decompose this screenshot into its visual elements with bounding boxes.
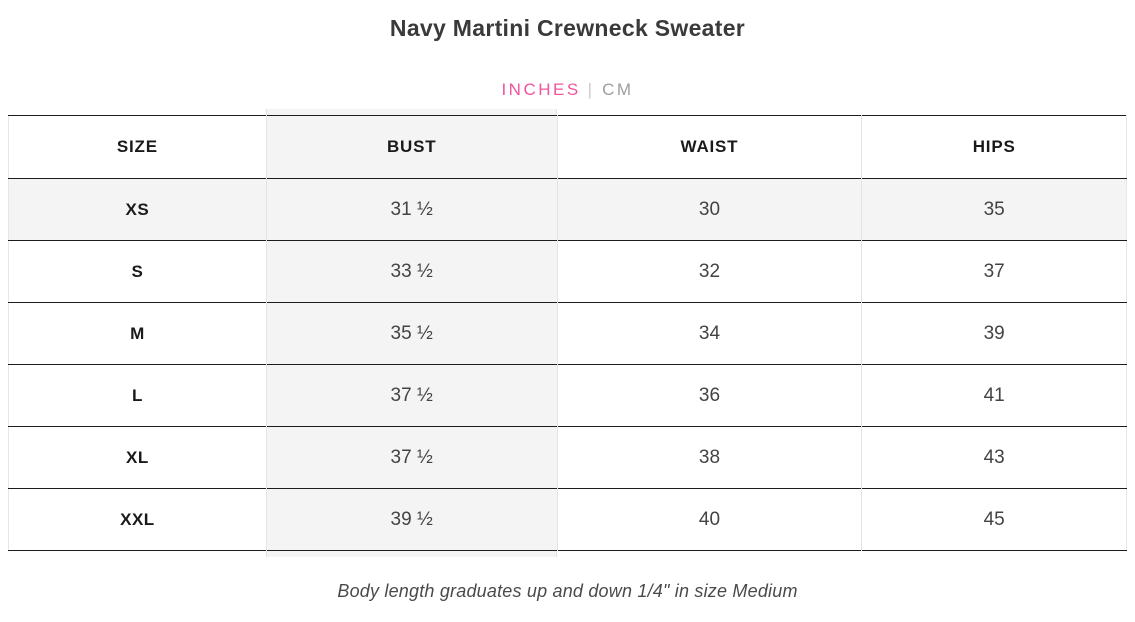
size-cell: L xyxy=(131,385,143,405)
bust-cell: 35 ½ xyxy=(265,302,558,365)
bust-column-highlight-cap-bottom xyxy=(266,551,558,557)
column-header-hips: HIPS xyxy=(861,115,1127,179)
waist-cell: 34 xyxy=(556,302,862,365)
size-chart-table: SIZE BUST WAIST HIPS XS 31 ½ 30 35 S 33 … xyxy=(8,115,1127,551)
hips-cell: 35 xyxy=(861,178,1127,241)
size-cell: S xyxy=(131,261,144,281)
size-cell: XXL xyxy=(120,509,155,529)
table-row-xxl: XXL 39 ½ 40 45 xyxy=(8,488,1127,551)
size-cell: XL xyxy=(126,447,149,467)
bust-cell: 37 ½ xyxy=(265,426,558,489)
waist-cell: 36 xyxy=(556,364,862,427)
table-row-l: L 37 ½ 36 41 xyxy=(8,364,1127,427)
unit-toggle-inches[interactable]: INCHES xyxy=(501,80,581,99)
table-row-xl: XL 37 ½ 38 43 xyxy=(8,426,1127,489)
unit-toggle-cm[interactable]: CM xyxy=(602,80,634,99)
hips-cell: 37 xyxy=(861,240,1127,303)
column-header-size: SIZE xyxy=(116,137,158,156)
bust-column-highlight-cap-top xyxy=(266,109,558,115)
column-header-waist: WAIST xyxy=(556,115,862,179)
bust-cell: 37 ½ xyxy=(265,364,558,427)
hips-cell: 39 xyxy=(861,302,1127,365)
column-header-bust: BUST xyxy=(265,115,558,179)
waist-cell: 32 xyxy=(556,240,862,303)
bust-cell: 39 ½ xyxy=(265,488,558,551)
hips-cell: 41 xyxy=(861,364,1127,427)
unit-toggle: INCHES | CM xyxy=(0,80,1135,100)
unit-toggle-divider: | xyxy=(587,80,593,99)
size-cell: XS xyxy=(8,178,267,241)
size-cell: M xyxy=(130,323,145,343)
size-chart-container: SIZE BUST WAIST HIPS XS 31 ½ 30 35 S 33 … xyxy=(8,109,1127,557)
table-row-xs: XS 31 ½ 30 35 xyxy=(8,178,1127,241)
page-title: Navy Martini Crewneck Sweater xyxy=(389,15,746,41)
footnote: Body length graduates up and down 1/4" i… xyxy=(337,581,798,601)
bust-cell: 33 ½ xyxy=(265,240,558,303)
hips-cell: 45 xyxy=(861,488,1127,551)
bust-cell: 31 ½ xyxy=(265,178,558,241)
waist-cell: 30 xyxy=(556,178,862,241)
table-row-s: S 33 ½ 32 37 xyxy=(8,240,1127,303)
hips-cell: 43 xyxy=(861,426,1127,489)
header-row: SIZE BUST WAIST HIPS xyxy=(8,115,1127,179)
table-row-m: M 35 ½ 34 39 xyxy=(8,302,1127,365)
waist-cell: 40 xyxy=(556,488,862,551)
waist-cell: 38 xyxy=(556,426,862,489)
